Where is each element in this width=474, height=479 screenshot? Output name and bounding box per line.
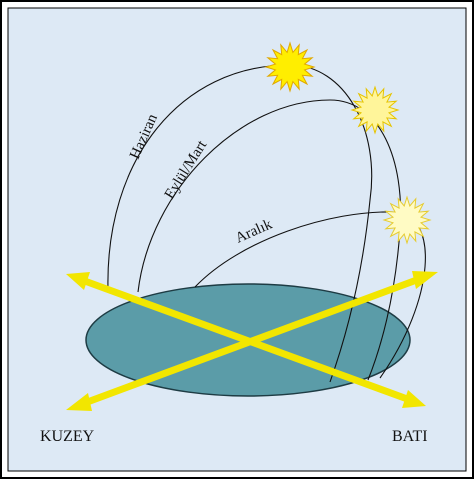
direction-label: BATI	[392, 428, 428, 445]
direction-label: KUZEY	[40, 428, 95, 445]
sun	[384, 197, 430, 243]
diagram: Haziran Eylül/Mart Aralık KUZEY BATI	[0, 0, 474, 479]
sun	[266, 43, 314, 91]
sun	[352, 87, 398, 133]
